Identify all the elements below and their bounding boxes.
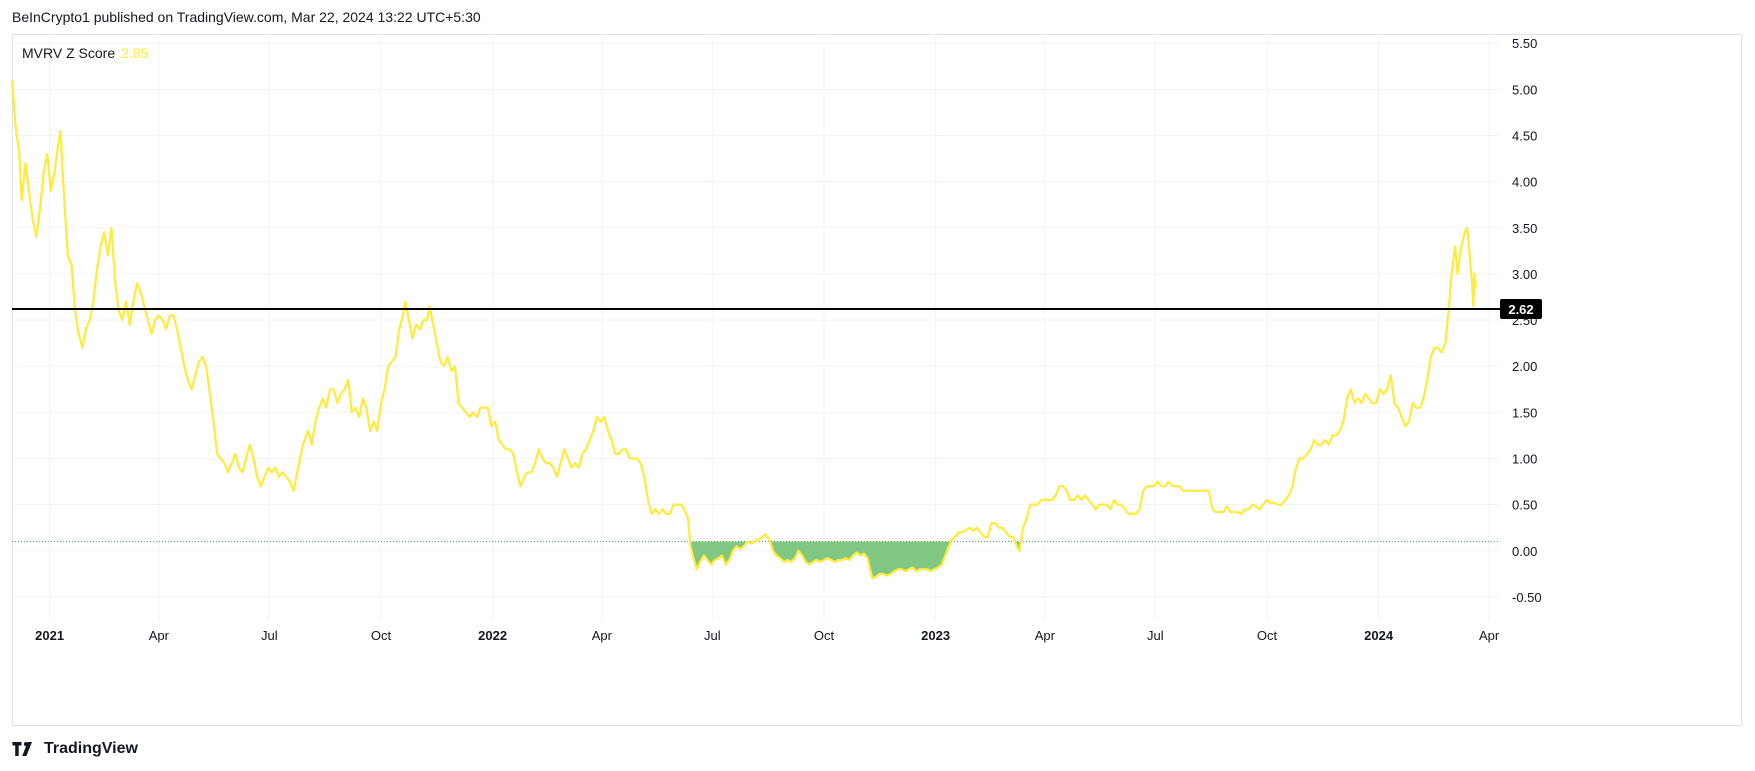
chart-frame <box>12 34 1742 726</box>
x-axis[interactable]: 2021 Apr Jul Oct 2022 Apr Jul Oct 2023 Apr Jul Oct 2… <box>35 628 1500 643</box>
legend-current-value: 2.85 <box>121 45 149 61</box>
x-tick-label: Apr <box>1479 628 1500 643</box>
y-tick-label: -0.50 <box>1512 590 1542 605</box>
y-axis[interactable]: 5.505.004.504.003.503.002.502.001.501.00… <box>1512 36 1542 605</box>
series-line-mvrv <box>10 80 1477 580</box>
tradingview-logo-icon <box>12 742 32 756</box>
x-tick-label: Jul <box>261 628 278 643</box>
y-tick-label: 1.50 <box>1512 405 1537 420</box>
chart-grid <box>12 34 1500 620</box>
x-tick-label: 2021 <box>35 628 64 643</box>
y-tick-label: 4.00 <box>1512 175 1537 190</box>
below-threshold-fill <box>690 541 1021 579</box>
y-tick-label: 0.00 <box>1512 544 1537 559</box>
legend-indicator-name: MVRV Z Score <box>22 45 116 61</box>
x-tick-label: 2023 <box>921 628 950 643</box>
y-tick-label: 4.50 <box>1512 129 1537 144</box>
footer-brand-label: TradingView <box>44 740 138 757</box>
x-tick-label: Oct <box>371 628 392 643</box>
y-tick-label: 1.00 <box>1512 452 1537 467</box>
legend[interactable]: MVRV Z Score 2.85 <box>22 45 148 61</box>
y-tick-label: 5.50 <box>1512 36 1537 51</box>
x-tick-label: 2022 <box>478 628 507 643</box>
x-tick-label: Oct <box>814 628 835 643</box>
x-tick-label: 2024 <box>1364 628 1394 643</box>
x-tick-label: Apr <box>149 628 170 643</box>
y-tick-label: 3.00 <box>1512 267 1537 282</box>
x-tick-label: Oct <box>1257 628 1278 643</box>
x-tick-label: Jul <box>1147 628 1164 643</box>
reference-line-label: 2.62 <box>1500 299 1542 320</box>
footer-brand[interactable]: TradingView <box>12 740 138 758</box>
y-tick-label: 2.00 <box>1512 359 1537 374</box>
y-tick-label: 5.00 <box>1512 82 1537 97</box>
reference-line-label-text: 2.62 <box>1508 302 1533 317</box>
y-tick-label: 0.50 <box>1512 498 1537 513</box>
reference-line-label-bg <box>1500 299 1542 320</box>
below-threshold-area <box>770 541 951 579</box>
x-tick-label: Apr <box>592 628 613 643</box>
x-tick-label: Jul <box>704 628 721 643</box>
y-tick-label: 3.50 <box>1512 221 1537 236</box>
x-tick-label: Apr <box>1035 628 1056 643</box>
publisher-line: BeInCrypto1 published on TradingView.com… <box>12 9 481 25</box>
